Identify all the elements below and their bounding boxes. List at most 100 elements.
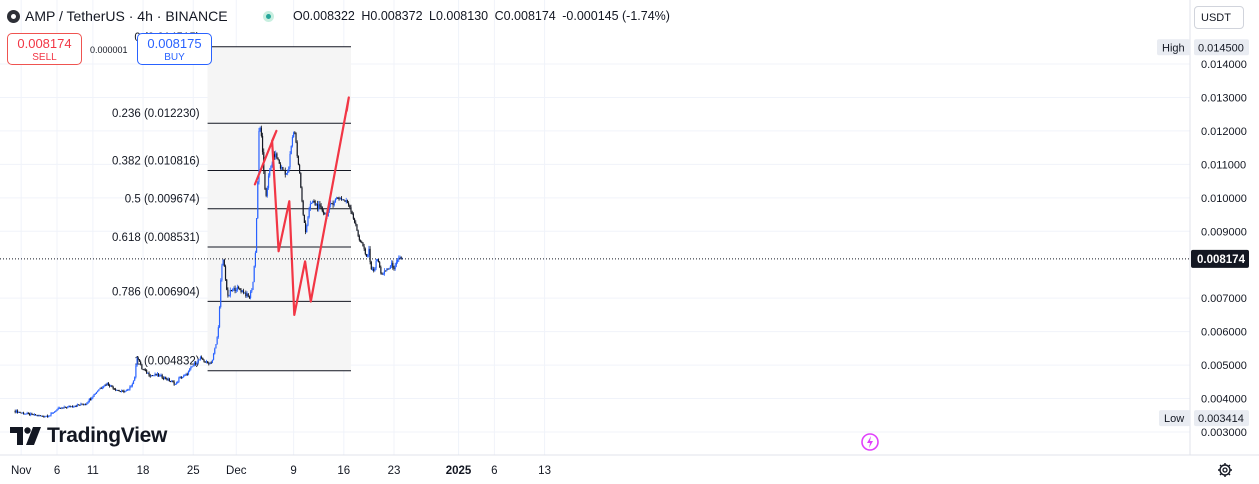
sell-button[interactable]: 0.008174 SELL (7, 33, 82, 65)
candle-body (42, 415, 44, 417)
candle-body (79, 404, 81, 406)
candle-body (282, 167, 284, 170)
candle-body (150, 375, 153, 377)
low-tag-label: Low (1164, 413, 1184, 425)
symbol-title[interactable]: AMP / TetherUS · 4h · BINANCE (25, 8, 228, 24)
candle-body (306, 225, 308, 232)
candle-body (206, 361, 209, 364)
candle-body (183, 375, 185, 377)
candle-body (204, 361, 206, 363)
brand-name: TradingView (47, 424, 168, 447)
candle-body (330, 203, 332, 206)
buy-button[interactable]: 0.008175 BUY (137, 33, 212, 65)
candle-body (252, 281, 254, 290)
candle-body (135, 365, 137, 378)
projection-path[interactable] (253, 96, 350, 316)
candle-body (126, 389, 129, 391)
candle-body (399, 257, 401, 259)
candle-body (69, 406, 71, 408)
candle-body (344, 200, 346, 202)
candle-body (293, 132, 295, 138)
candle-body (95, 392, 98, 394)
candle-body (392, 262, 394, 268)
candle-body (93, 394, 95, 397)
candle-body (65, 407, 68, 409)
candle-body (88, 398, 90, 402)
candle-body (114, 389, 117, 391)
candle-body (216, 336, 218, 345)
candle-body (368, 248, 370, 256)
candle-body (148, 372, 150, 376)
close-value: 0.008174 (503, 9, 556, 23)
candle-body (250, 291, 252, 299)
candle-body (36, 415, 38, 417)
time-axis[interactable]: Nov 6 11 18 25 Dec 9 16 23 2025 6 13 (0, 454, 1259, 477)
candle-body (110, 385, 112, 387)
candle-body (193, 362, 196, 366)
candle-body (48, 416, 50, 418)
candle-body (107, 382, 110, 386)
low-value-label: 0.003414 (1198, 413, 1244, 425)
candle-body (75, 406, 77, 408)
candle-body (367, 255, 369, 257)
candle-body (382, 273, 384, 275)
candle-body (315, 204, 317, 206)
candle-body (215, 344, 217, 349)
candle-body (365, 254, 368, 257)
candle-body (185, 374, 187, 376)
candle-body (131, 384, 133, 387)
candle-body (297, 156, 300, 165)
candle-body (350, 207, 352, 212)
candle-body (38, 415, 40, 417)
candle-body (312, 201, 314, 203)
candle-body (396, 259, 399, 263)
high-label: H (361, 9, 371, 23)
legend-bar: AMP / TetherUS · 4h · BINANCE O0.008322 … (0, 0, 1190, 34)
candle-body (266, 187, 268, 196)
candle-body (359, 240, 362, 242)
candle-body (46, 415, 49, 417)
time-tick-label: Nov (11, 465, 32, 477)
time-tick-label: 23 (388, 465, 401, 477)
candle-body (143, 369, 145, 371)
candle-body (212, 353, 215, 360)
candle-body (147, 372, 149, 374)
last-price-tag-bg (1191, 249, 1249, 268)
candle-body (89, 398, 92, 400)
candle-body (218, 306, 221, 328)
candle-body (21, 412, 23, 414)
gear-icon[interactable] (1217, 462, 1233, 478)
candle-body (64, 406, 66, 408)
candle-body (117, 389, 119, 391)
candle-body (18, 411, 20, 413)
candle-body (19, 411, 21, 413)
price-axis[interactable]: 0.014000 0.013000 0.012000 0.011000 0.010000… (1157, 0, 1249, 455)
price-tick-label: 0.003000 (1201, 427, 1247, 439)
currency-selector[interactable]: USDT (1194, 6, 1244, 29)
candle-body (325, 213, 327, 215)
candle-body (70, 406, 72, 408)
candle-body (239, 288, 241, 291)
time-tick-label: 6 (54, 465, 60, 477)
candle-body (31, 413, 33, 415)
high-tag-label: High (1162, 42, 1185, 54)
candle-body (257, 181, 259, 219)
candle-body (270, 165, 272, 171)
buy-label: BUY (164, 52, 185, 63)
candle-body (320, 205, 322, 208)
candle-body (74, 406, 76, 408)
candle-body (334, 198, 337, 203)
fib-level-label: 0.236 (0.012230) (112, 108, 200, 120)
candle-body (362, 242, 364, 247)
flash-icon[interactable] (861, 433, 879, 451)
candle-body (355, 222, 357, 225)
candle-body (296, 142, 298, 157)
candle-body (30, 413, 32, 416)
candle-body (353, 218, 356, 223)
candle-body (214, 348, 216, 354)
candle-body (211, 359, 213, 364)
price-series (14, 125, 403, 418)
candle-body (99, 387, 101, 390)
candle-body (294, 132, 296, 134)
